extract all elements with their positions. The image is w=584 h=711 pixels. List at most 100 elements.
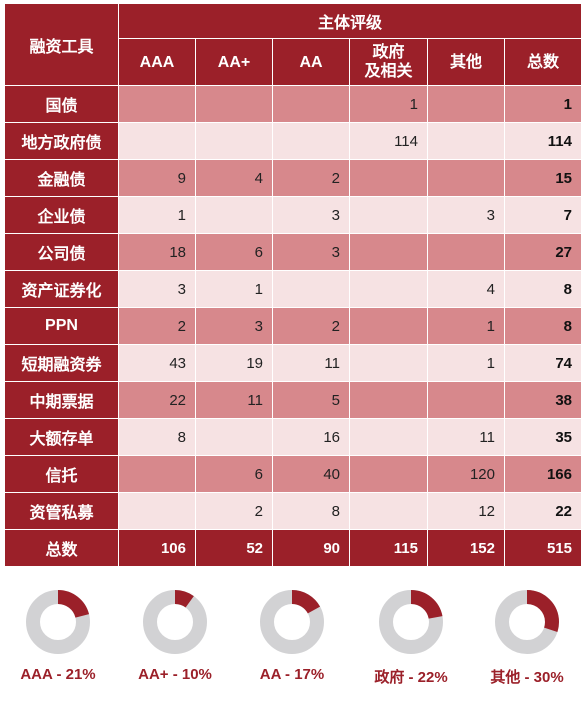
table-cell (349, 455, 428, 493)
row-label: 短期融资券 (4, 344, 119, 382)
table-row: 企业债 1 3 3 7 (4, 196, 582, 234)
donut-graphic (495, 590, 559, 654)
donut-chart: 其他 - 30% (475, 588, 579, 687)
table-cell: 3 (118, 270, 196, 308)
table-cell: 11 (272, 344, 350, 382)
table-cell: 1 (427, 344, 505, 382)
table-cell: 6 (195, 233, 273, 271)
donut-label: AAA - 21% (20, 666, 96, 683)
table-cell (349, 270, 428, 308)
table-cell (349, 307, 428, 345)
column-header: 政府 及相关 (349, 38, 428, 86)
total-cell: 22 (504, 492, 582, 530)
table-row: 中期票据 22 11 5 38 (4, 381, 582, 419)
table-cell: 18 (118, 233, 196, 271)
donut-label: 其他 - 30% (490, 669, 564, 686)
table-cell: 52 (195, 529, 273, 567)
table-cell (349, 196, 428, 234)
table-cell: 4 (195, 159, 273, 197)
row-label: 金融债 (4, 159, 119, 197)
total-cell: 38 (504, 381, 582, 419)
table-cell (349, 159, 428, 197)
table-cell (195, 418, 273, 456)
table-cell (195, 122, 273, 160)
table-row: 资产证券化 3 1 4 8 (4, 270, 582, 308)
column-header: 其他 (427, 38, 505, 86)
table-row: 金融债 9 4 2 15 (4, 159, 582, 197)
table-cell (349, 233, 428, 271)
table-cell: 114 (349, 122, 428, 160)
total-cell: 74 (504, 344, 582, 382)
donut-label: 政府 - 22% (374, 669, 448, 686)
donut-slice (495, 590, 559, 654)
table-cell: 16 (272, 418, 350, 456)
table-cell: 4 (427, 270, 505, 308)
donut-slice (260, 590, 324, 654)
row-label: PPN (4, 307, 119, 345)
column-header: AA+ (195, 38, 273, 86)
table-cell (427, 85, 505, 123)
table-cell: 3 (272, 196, 350, 234)
table-cell (427, 233, 505, 271)
table-cell (195, 85, 273, 123)
table-row: PPN 2 3 2 1 8 (4, 307, 582, 345)
donut-graphic (379, 590, 443, 654)
table-cell (118, 455, 196, 493)
donut-chart: 政府 - 22% (359, 588, 463, 687)
row-label: 资管私募 (4, 492, 119, 530)
table-cell: 19 (195, 344, 273, 382)
donut-chart: AA+ - 10% (123, 588, 227, 683)
row-label: 大额存单 (4, 418, 119, 456)
row-label: 国债 (4, 85, 119, 123)
table-cell (427, 122, 505, 160)
table-cell: 1 (118, 196, 196, 234)
total-cell: 27 (504, 233, 582, 271)
table-row: 短期融资券 43 19 11 1 74 (4, 344, 582, 382)
table-row: 信托 6 40 120 166 (4, 455, 582, 493)
table-cell: 6 (195, 455, 273, 493)
total-cell: 515 (504, 529, 582, 567)
row-label: 公司债 (4, 233, 119, 271)
table-cell: 3 (272, 233, 350, 271)
row-label: 总数 (4, 529, 119, 567)
total-cell: 114 (504, 122, 582, 160)
table-cell: 8 (272, 492, 350, 530)
table-cell (272, 85, 350, 123)
table-cell: 12 (427, 492, 505, 530)
bond-rating-table: 融资工具 主体评级 AAA AA+ AA 政府 及相关 其他 总数 国债 1 1 地方政府债 114… (4, 3, 582, 567)
total-cell: 8 (504, 307, 582, 345)
donut-label: AA - 17% (259, 666, 325, 683)
table-cell: 5 (272, 381, 350, 419)
table-row: 地方政府债 114 114 (4, 122, 582, 160)
table-row: 资管私募 2 8 12 22 (4, 492, 582, 530)
table-cell (272, 122, 350, 160)
table-cell: 11 (195, 381, 273, 419)
column-header: AA (272, 38, 350, 86)
table-cell (118, 85, 196, 123)
table-cell (349, 381, 428, 419)
table-cell (118, 122, 196, 160)
table-cell: 3 (427, 196, 505, 234)
donut-slice (26, 590, 90, 654)
donut-graphic (143, 590, 207, 654)
table-cell (349, 492, 428, 530)
donut-graphic (260, 590, 324, 654)
table-cell: 1 (195, 270, 273, 308)
column-header: 总数 (504, 38, 582, 86)
donut-track (143, 590, 207, 654)
table-cell: 106 (118, 529, 196, 567)
table-cell: 2 (272, 307, 350, 345)
corner-header: 融资工具 (4, 3, 119, 86)
table-cell (349, 344, 428, 382)
table-cell (349, 418, 428, 456)
total-cell: 8 (504, 270, 582, 308)
table-cell: 43 (118, 344, 196, 382)
donut-strip: AAA - 21% AA+ - 10% AA - 17% 政府 - 22% 其他 - 3… (0, 588, 584, 708)
table-cell: 11 (427, 418, 505, 456)
donut-chart: AAA - 21% (6, 588, 110, 683)
table-cell: 115 (349, 529, 428, 567)
table-cell: 1 (349, 85, 428, 123)
table-cell: 2 (272, 159, 350, 197)
table-cell: 9 (118, 159, 196, 197)
row-label: 资产证券化 (4, 270, 119, 308)
